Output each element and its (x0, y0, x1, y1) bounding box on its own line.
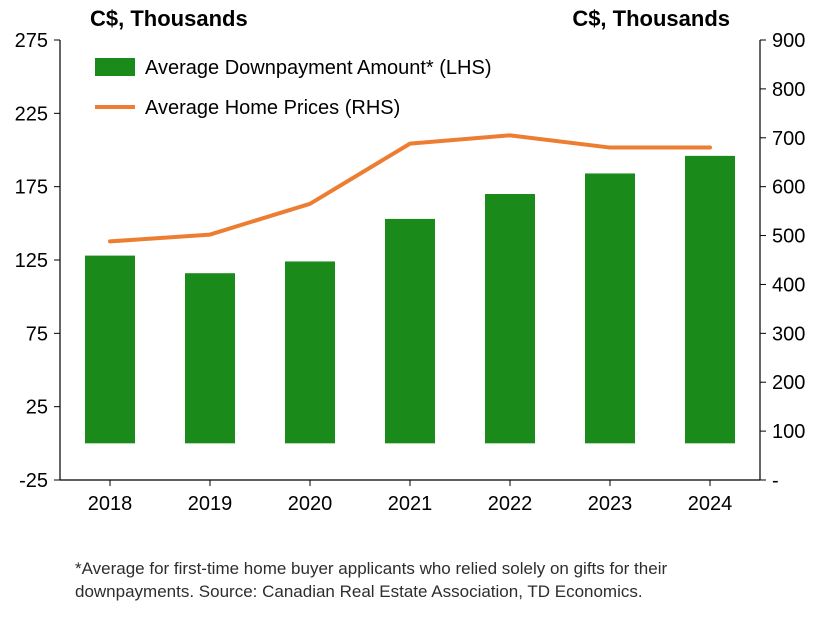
x-tick-label: 2022 (488, 493, 533, 515)
right-tick-label: 800 (772, 79, 805, 101)
chart-footnote: *Average for first-time home buyer appli… (75, 558, 667, 604)
x-tick-label: 2019 (188, 493, 233, 515)
legend-label-bars: Average Downpayment Amount* (LHS) (145, 57, 491, 79)
left-tick-label: -25 (19, 470, 48, 492)
left-tick-label: 125 (15, 250, 48, 272)
right-tick-label: - (772, 470, 779, 492)
footnote-line-2: downpayments. Source: Canadian Real Esta… (75, 582, 643, 601)
right-tick-label: 500 (772, 226, 805, 248)
right-tick-label: 900 (772, 30, 805, 52)
left-tick-label: 25 (26, 397, 48, 419)
x-tick-label: 2020 (288, 493, 333, 515)
right-tick-label: 700 (772, 128, 805, 150)
left-tick-label: 225 (15, 103, 48, 125)
footnote-line-1: *Average for first-time home buyer appli… (75, 559, 667, 578)
right-tick-label: 100 (772, 421, 805, 443)
bar (685, 156, 735, 443)
left-axis-title: C$, Thousands (90, 6, 248, 31)
bar (285, 261, 335, 443)
right-tick-label: 200 (772, 372, 805, 394)
x-tick-label: 2021 (388, 493, 433, 515)
left-tick-label: 175 (15, 177, 48, 199)
right-axis-title: C$, Thousands (572, 6, 730, 31)
chart-svg: C$, Thousands C$, Thousands -25 25 75 125 175 2… (0, 0, 827, 617)
chart-container: C$, Thousands C$, Thousands -25 25 75 125 175 2… (0, 0, 827, 617)
bar (585, 173, 635, 443)
bar (185, 273, 235, 443)
legend-label-line: Average Home Prices (RHS) (145, 97, 400, 119)
bar (385, 219, 435, 443)
x-tick-label: 2023 (588, 493, 633, 515)
left-tick-label: 75 (26, 323, 48, 345)
bar (85, 256, 135, 444)
right-tick-label: 600 (772, 177, 805, 199)
bar (485, 194, 535, 443)
x-tick-label: 2024 (688, 493, 733, 515)
x-tick-label: 2018 (88, 493, 133, 515)
legend-swatch-bars (95, 58, 135, 76)
right-tick-label: 300 (772, 323, 805, 345)
right-tick-label: 400 (772, 274, 805, 296)
left-tick-label: 275 (15, 30, 48, 52)
